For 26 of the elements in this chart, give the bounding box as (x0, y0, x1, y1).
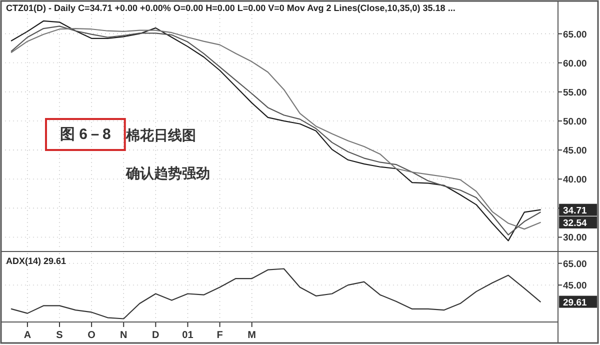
annotation: 图 6－8 (60, 126, 111, 143)
x-tick-label: F (216, 330, 223, 341)
chart-title: CTZ01(D) - Daily C=34.71 +0.00 +0.00% O=0.00 H=0.00 L=0.00 V=0 Mov Avg 2 Lines(Close,10,35,0) 35.18 ... (6, 3, 456, 13)
chart-title: ADX(14) 29.61 (6, 256, 66, 266)
y-tick-label: 65.00 (563, 29, 587, 40)
x-tick-label: 01 (182, 330, 194, 341)
y-tick-label: 30.00 (563, 232, 587, 244)
x-tick-label: M (248, 330, 256, 341)
line-series (10, 268, 541, 320)
text: 32.54 (563, 218, 588, 229)
x-tick-label: N (120, 330, 128, 341)
y-tick-label: 65.00 (563, 258, 587, 270)
y-tick-label: 60.00 (563, 58, 587, 70)
annotation: 棉花日线图 (125, 127, 196, 143)
annotation: 确认趋势强劲 (125, 165, 210, 181)
x-tick-label: O (88, 330, 96, 341)
y-tick-label: 40.00 (563, 174, 587, 186)
y-tick-label: 55.00 (563, 87, 587, 98)
y-tick-label: 45.00 (563, 146, 587, 157)
y-tick-label: 45.00 (563, 280, 587, 292)
x-tick-label: S (56, 330, 64, 341)
text: 34.71 (563, 205, 588, 216)
y-tick-label: 50.00 (563, 116, 587, 128)
x-tick-label: A (24, 330, 32, 341)
text: 29.61 (563, 297, 588, 308)
x-tick-label: D (152, 330, 160, 341)
